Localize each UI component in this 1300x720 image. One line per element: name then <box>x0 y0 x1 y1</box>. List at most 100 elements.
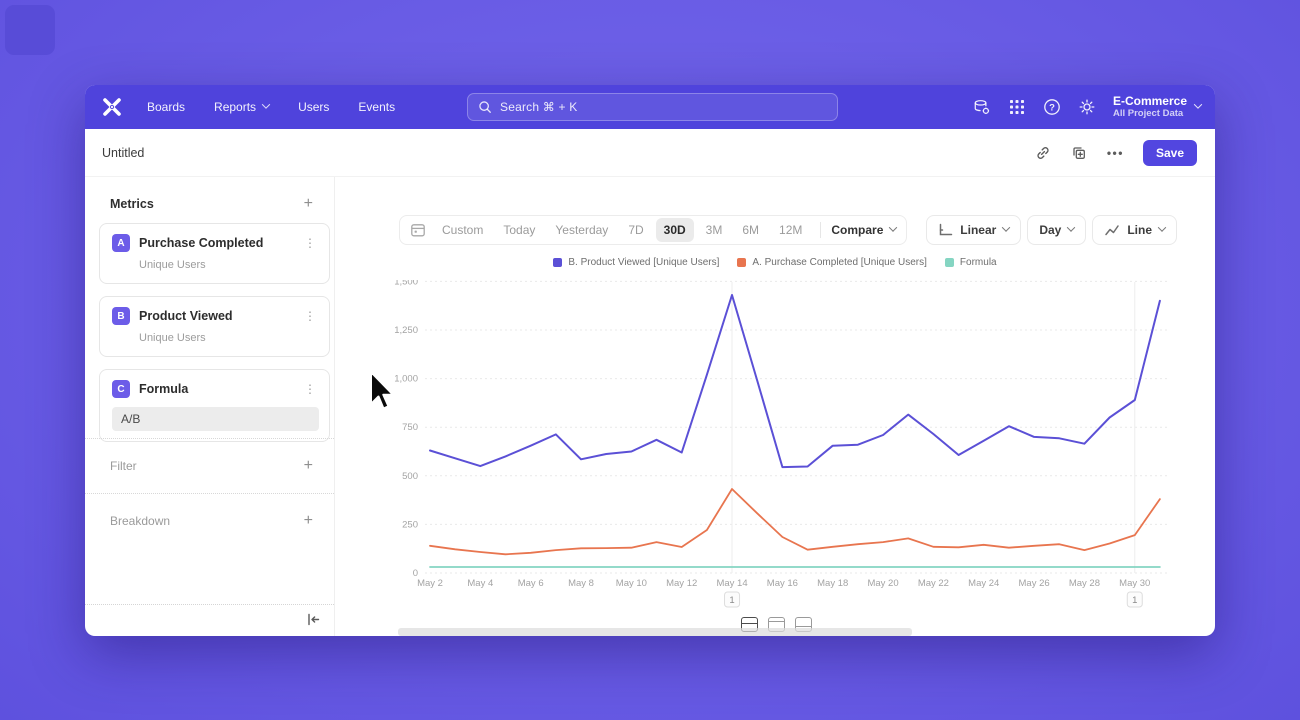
kebab-menu-icon[interactable]: ⋮ <box>304 236 316 250</box>
add-filter-button[interactable]: + <box>303 457 313 474</box>
svg-text:1: 1 <box>1132 595 1137 606</box>
settings-gear-icon[interactable] <box>1078 98 1096 116</box>
svg-text:May 6: May 6 <box>518 578 544 589</box>
project-selector[interactable]: E-Commerce All Project Data <box>1113 95 1203 119</box>
range-today[interactable]: Today <box>503 223 536 237</box>
help-icon[interactable]: ? <box>1043 98 1061 116</box>
formula-input[interactable]: A/B <box>112 407 319 431</box>
kebab-menu-icon[interactable]: ⋮ <box>304 309 316 323</box>
svg-text:May 30: May 30 <box>1119 578 1150 589</box>
nav-item-users[interactable]: Users <box>298 100 329 114</box>
chevron-down-icon <box>1067 222 1076 232</box>
nav-item-reports[interactable]: Reports <box>214 99 271 114</box>
chevron-down-icon <box>889 222 898 232</box>
chevron-down-icon <box>1002 222 1011 232</box>
query-builder-sidebar: Metrics + A Purchase Completed ⋮ Unique … <box>85 177 335 636</box>
nav-item-label: Users <box>298 100 330 114</box>
svg-text:May 26: May 26 <box>1019 578 1050 589</box>
sidebar-footer <box>85 604 334 636</box>
line-chart-area[interactable]: 0 250 500 750 1,000 1,250 1,500 1 1 May 2 May 4 May… <box>355 276 1205 612</box>
chart-legend: B. Product Viewed [Unique Users] A. Purc… <box>335 257 1215 268</box>
more-options-button[interactable]: ••• <box>1106 145 1124 160</box>
apps-grid-icon[interactable] <box>1008 98 1026 116</box>
collapse-sidebar-icon[interactable] <box>306 612 322 628</box>
svg-text:250: 250 <box>402 519 418 530</box>
svg-text:May 24: May 24 <box>968 578 999 589</box>
interval-label: Day <box>1039 223 1062 237</box>
chevron-down-icon <box>261 99 271 109</box>
metrics-label: Metrics <box>110 197 154 211</box>
metric-card-c-formula[interactable]: C Formula ⋮ A/B <box>99 369 330 442</box>
view-options: Linear Day Line <box>926 215 1177 245</box>
svg-text:May 14: May 14 <box>716 578 747 589</box>
legend-swatch <box>944 258 954 267</box>
metric-badge-b: B <box>112 307 130 325</box>
background-artifact <box>5 5 55 55</box>
metric-badge-a: A <box>112 234 130 252</box>
svg-text:May 20: May 20 <box>867 578 898 589</box>
top-navigation-bar: Boards Reports Users Events Search ⌘ + K <box>85 85 1215 129</box>
legend-label: Formula <box>959 257 997 268</box>
metric-card-a[interactable]: A Purchase Completed ⋮ Unique Users <box>99 223 330 284</box>
kebab-menu-icon[interactable]: ⋮ <box>304 382 316 396</box>
metric-name: Formula <box>139 382 189 396</box>
compare-dropdown[interactable]: Compare <box>831 222 898 237</box>
range-yesterday[interactable]: Yesterday <box>555 223 609 237</box>
range-7d[interactable]: 7D <box>628 223 644 237</box>
svg-text:750: 750 <box>402 422 418 433</box>
svg-text:1,250: 1,250 <box>394 325 418 336</box>
legend-swatch <box>737 258 747 267</box>
duplicate-icon[interactable] <box>1071 144 1088 161</box>
svg-text:May 4: May 4 <box>467 578 493 589</box>
scale-dropdown[interactable]: Linear <box>926 215 1022 245</box>
svg-text:1: 1 <box>729 595 734 606</box>
legend-item-formula[interactable]: Formula <box>944 257 997 268</box>
legend-label: A. Purchase Completed [Unique Users] <box>752 257 927 268</box>
chart-controls: Custom Today Yesterday 7D 30D 3M 6M 12M … <box>335 215 1215 245</box>
range-30d-active[interactable]: 30D <box>655 218 694 242</box>
app-window: Boards Reports Users Events Search ⌘ + K <box>85 85 1215 636</box>
compare-label: Compare <box>831 223 884 237</box>
nav-item-label: Events <box>358 100 396 114</box>
breakdown-label: Breakdown <box>110 514 171 528</box>
title-actions: ••• Save <box>1035 139 1215 166</box>
mixpanel-logo-icon[interactable] <box>101 96 123 118</box>
svg-text:May 10: May 10 <box>616 578 647 589</box>
metric-card-b[interactable]: B Product Viewed ⋮ Unique Users <box>99 296 330 357</box>
svg-text:500: 500 <box>402 471 418 482</box>
range-12m[interactable]: 12M <box>779 223 803 237</box>
nav-item-label: Boards <box>147 100 186 114</box>
metric-measurement[interactable]: Unique Users <box>139 259 206 271</box>
svg-text:0: 0 <box>413 568 418 579</box>
nav-item-events[interactable]: Events <box>358 100 395 114</box>
legend-item-purchase-completed[interactable]: A. Purchase Completed [Unique Users] <box>737 257 927 268</box>
search-input[interactable]: Search ⌘ + K <box>467 93 838 121</box>
save-button[interactable]: Save <box>1142 139 1197 166</box>
chart-type-dropdown[interactable]: Line <box>1092 215 1177 245</box>
add-breakdown-button[interactable]: + <box>303 512 313 529</box>
data-management-icon[interactable] <box>973 98 991 116</box>
metric-measurement[interactable]: Unique Users <box>139 332 206 344</box>
svg-text:May 28: May 28 <box>1069 578 1100 589</box>
primary-nav: Boards Reports Users Events <box>147 85 395 129</box>
copy-link-icon[interactable] <box>1035 144 1052 161</box>
search-icon <box>479 101 491 113</box>
bottom-panel-shadow <box>398 628 912 636</box>
search-placeholder: Search ⌘ + K <box>500 100 578 114</box>
add-metric-button[interactable]: + <box>303 195 313 212</box>
line-chart[interactable]: 0 250 500 750 1,000 1,250 1,500 1 1 May 2 May 4 May… <box>355 276 1205 612</box>
chevron-down-icon <box>1157 222 1167 232</box>
legend-label: B. Product Viewed [Unique Users] <box>568 257 720 268</box>
metric-name: Product Viewed <box>139 309 233 323</box>
range-3m[interactable]: 3M <box>705 223 723 237</box>
metrics-header: Metrics + <box>85 177 334 212</box>
report-title[interactable]: Untitled <box>102 145 145 160</box>
range-custom[interactable]: Custom <box>442 223 484 237</box>
svg-text:May 18: May 18 <box>817 578 848 589</box>
svg-text:May 16: May 16 <box>767 578 798 589</box>
calendar-icon <box>411 224 425 237</box>
legend-item-product-viewed[interactable]: B. Product Viewed [Unique Users] <box>553 257 719 268</box>
nav-item-boards[interactable]: Boards <box>147 100 185 114</box>
range-6m[interactable]: 6M <box>742 223 760 237</box>
interval-dropdown[interactable]: Day <box>1027 215 1087 245</box>
